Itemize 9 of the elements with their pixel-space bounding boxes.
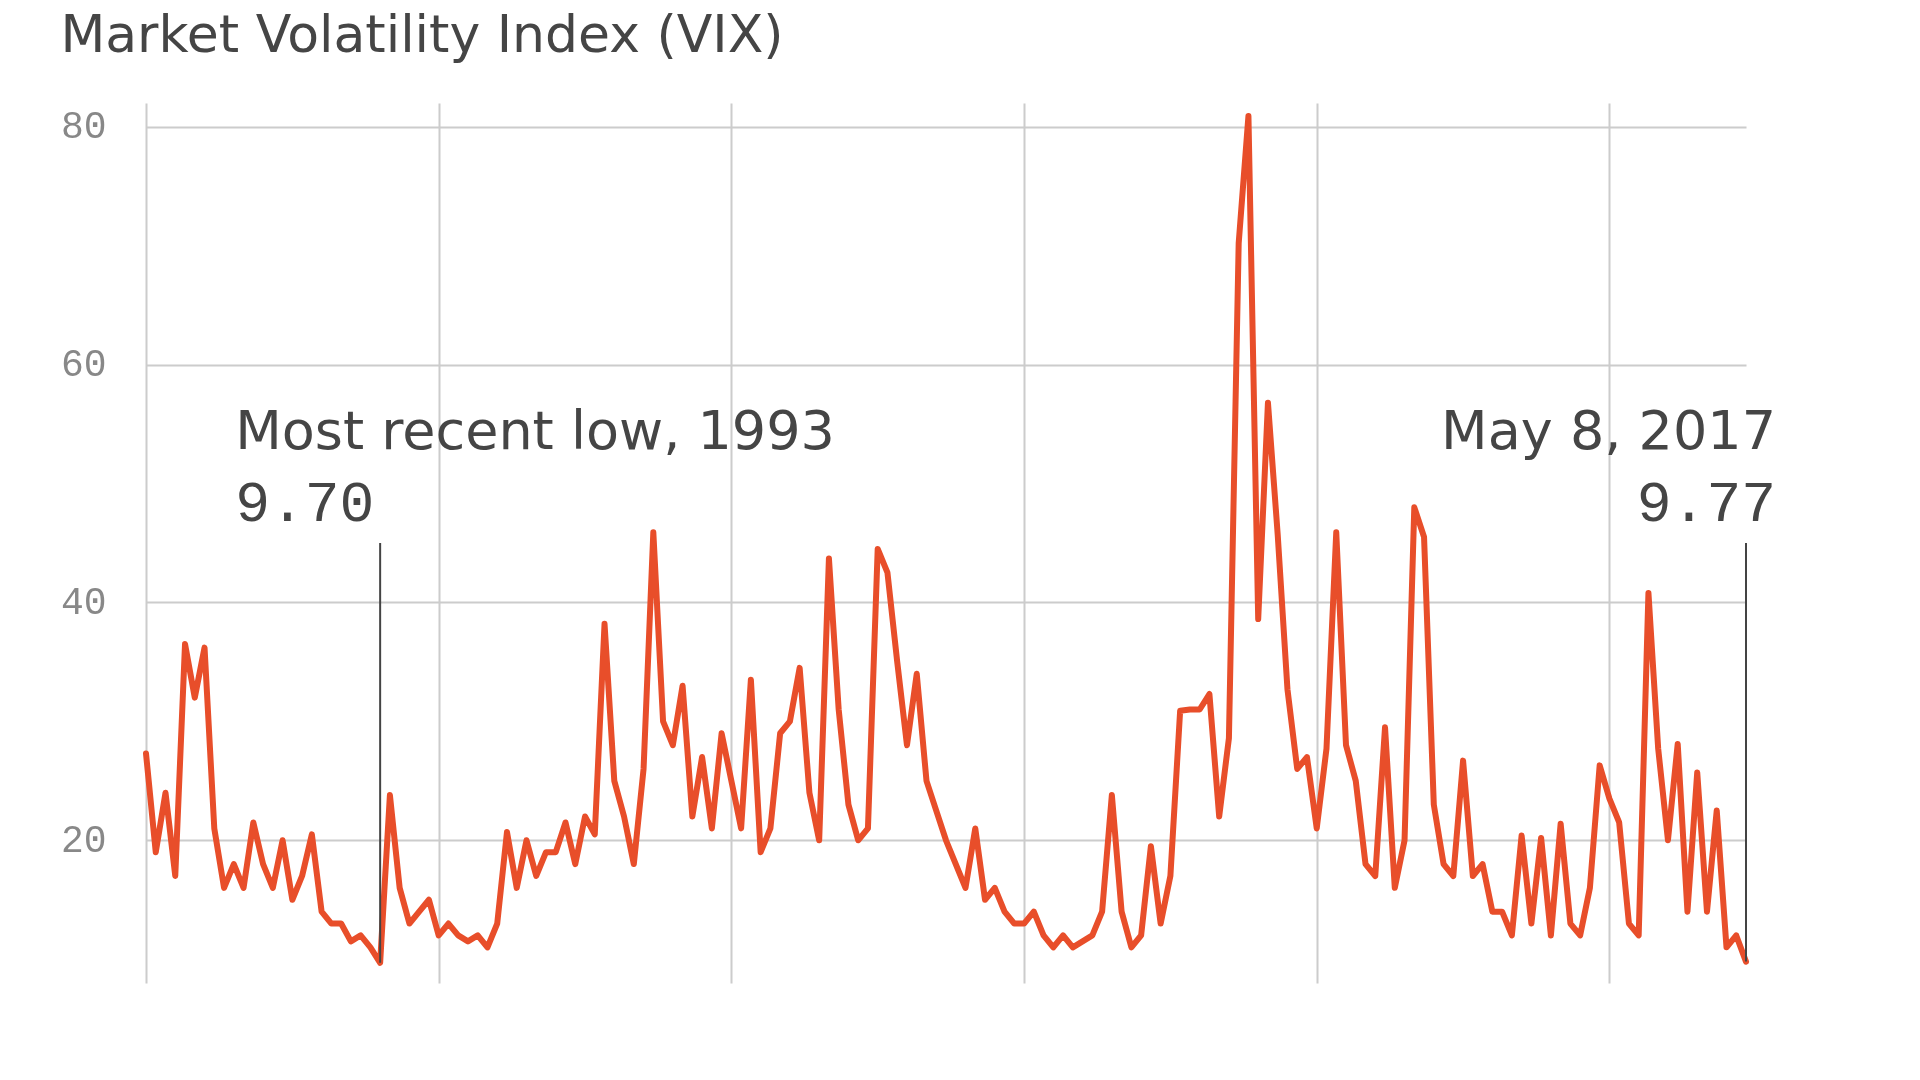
annotation: 9.77 (1636, 473, 1776, 538)
y-tick-label: 60 (60, 344, 107, 388)
y-tick-label: 40 (60, 581, 107, 625)
y-tick-label: 80 (60, 106, 107, 150)
chart-title: Market Volatility Index (VIX) (60, 4, 784, 64)
annotation: Most recent low, 1993 (235, 399, 835, 462)
annotation: 9.70 (235, 473, 375, 538)
annotation: May 8, 2017 (1441, 399, 1776, 462)
y-tick-label: 20 (60, 819, 107, 863)
